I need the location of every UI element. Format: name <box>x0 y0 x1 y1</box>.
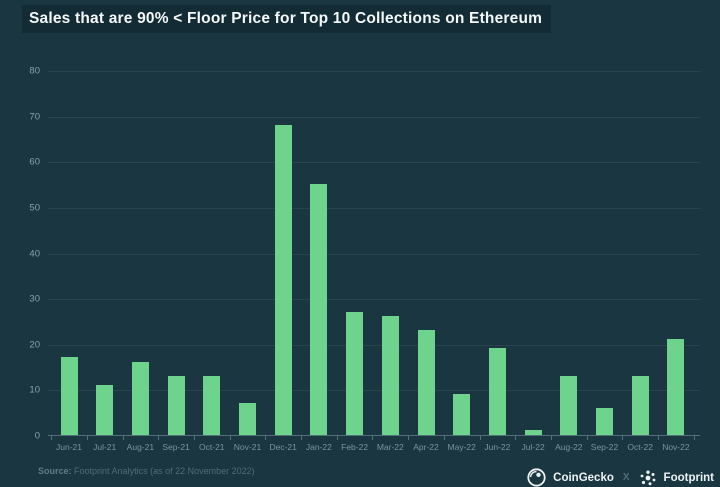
brand-row: CoinGecko X Footprint <box>527 468 714 487</box>
x-axis-tick <box>122 436 124 440</box>
x-axis-tick <box>51 436 53 440</box>
y-axis-label: 10 <box>29 384 40 396</box>
gridline <box>48 299 700 301</box>
gridline <box>48 207 700 209</box>
brand-separator: X <box>622 472 630 483</box>
coingecko-icon <box>527 468 546 487</box>
x-axis-label: Nov-21 <box>233 442 262 452</box>
bar <box>560 375 578 435</box>
x-axis-tick <box>336 436 338 440</box>
x-axis-label: Sep-21 <box>162 442 190 452</box>
y-axis-label: 80 <box>29 65 40 77</box>
x-axis-label: Jul-21 <box>93 442 117 452</box>
bar <box>274 124 292 435</box>
x-axis-label: Sep-22 <box>590 442 619 452</box>
bar <box>131 362 149 435</box>
x-axis-label: Jun-21 <box>56 442 82 452</box>
source-label: Source: <box>38 466 72 476</box>
bar <box>417 330 435 435</box>
x-axis-tick <box>622 436 624 440</box>
x-axis-tick <box>372 436 374 440</box>
bar <box>239 403 256 435</box>
gridline <box>48 390 700 392</box>
chart-title: Sales that are 90% < Floor Price for Top… <box>22 5 552 33</box>
bar <box>60 357 78 435</box>
x-axis-tick <box>550 436 552 440</box>
bar <box>167 375 185 435</box>
x-axis-label: Aug-22 <box>555 442 583 452</box>
bar <box>346 311 364 435</box>
gridline <box>48 253 700 255</box>
x-axis-tick <box>693 436 695 440</box>
footprint-icon <box>640 470 655 485</box>
bar <box>381 316 399 435</box>
x-axis-tick <box>408 436 410 440</box>
x-axis-label: Jan-22 <box>305 442 332 452</box>
x-axis-tick <box>658 436 660 440</box>
plot-area: 0 10 20 30 40 50 60 70 80 Jun-21 Jul-21 Aug-21 Sep-2… <box>29 66 700 452</box>
x-axis-label: Jun-22 <box>484 442 511 452</box>
x-axis-label: Mar-22 <box>376 442 404 452</box>
y-axis-label: 20 <box>29 339 40 351</box>
bar <box>203 375 221 435</box>
bar <box>453 393 471 435</box>
source-text: Source: Footprint Analytics (as of 22 No… <box>38 466 255 476</box>
x-axis-label: Jul-22 <box>521 442 545 452</box>
gridline <box>48 71 700 72</box>
x-axis-label: Nov-22 <box>662 442 690 452</box>
y-axis-label: 0 <box>34 430 40 442</box>
x-axis-tick <box>158 436 160 440</box>
x-axis-label: Oct-21 <box>199 442 225 452</box>
bar <box>524 430 542 435</box>
gridline <box>48 344 700 346</box>
coingecko-label: CoinGecko <box>553 471 614 484</box>
bar <box>596 407 613 435</box>
gridline <box>48 162 700 164</box>
bar <box>96 384 114 435</box>
x-axis-tick <box>229 436 231 440</box>
x-axis-tick <box>586 436 588 440</box>
y-axis-label: 40 <box>29 248 40 259</box>
gridline <box>48 116 700 118</box>
y-axis-label: 70 <box>29 111 40 123</box>
footprint-label: Footprint <box>663 471 714 484</box>
bar <box>310 184 328 435</box>
bar <box>667 339 685 435</box>
x-axis-label: Aug-21 <box>126 442 155 452</box>
x-axis-label: Feb-22 <box>341 442 369 452</box>
y-axis-label: 50 <box>29 202 40 214</box>
source-value: Footprint Analytics (as of 22 November 2… <box>74 466 255 476</box>
x-axis-tick <box>443 436 445 440</box>
bar <box>488 348 506 435</box>
x-axis-label: May-22 <box>447 442 476 452</box>
x-axis-tick <box>193 436 195 440</box>
x-axis-label: Oct-22 <box>627 442 653 452</box>
chart-title-band: Sales that are 90% < Floor Price for Top… <box>22 5 552 33</box>
bar <box>631 375 649 435</box>
y-axis-label: 60 <box>29 156 40 168</box>
x-axis-tick <box>265 436 267 440</box>
x-axis-tick <box>479 436 481 440</box>
x-axis-tick <box>86 436 88 440</box>
x-axis-label: Dec-21 <box>269 442 297 452</box>
y-axis-label: 30 <box>29 293 40 305</box>
x-axis-tick <box>301 436 303 440</box>
x-axis-tick <box>515 436 517 440</box>
x-axis-label: Apr-22 <box>413 442 439 452</box>
x-axis-line <box>48 435 700 436</box>
